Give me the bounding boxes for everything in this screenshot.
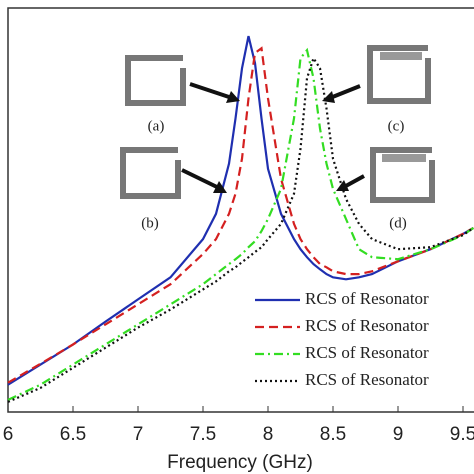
annotation: (c) [388, 118, 405, 134]
arrow-head [336, 180, 349, 191]
plot-frame [7, 7, 474, 413]
series-line [7, 55, 474, 403]
icon-detail [130, 153, 172, 159]
resonator-icon [370, 147, 435, 203]
x-tick-label: 7.5 [190, 424, 216, 445]
legend-label: RCS of Resonator [305, 289, 429, 308]
annotation: (b) [141, 215, 159, 231]
arrow-head [226, 91, 240, 103]
inset-d: (d) [336, 147, 435, 231]
legend-label: RCS of Resonator [305, 370, 429, 389]
resonator-icon [125, 55, 186, 106]
arrow [189, 82, 233, 100]
series-line [7, 47, 474, 401]
x-axis-label: Frequency (GHz) [167, 452, 313, 473]
inset-a: (a) [125, 55, 240, 134]
resonator-icon [367, 45, 431, 104]
x-tick-label: 9 [393, 424, 404, 445]
legend-label: RCS of Resonator [305, 343, 429, 362]
arrow-head [213, 181, 227, 193]
resonator-icon [120, 147, 181, 199]
arrow [181, 168, 220, 190]
arrow [329, 84, 361, 100]
arrow [343, 174, 365, 189]
series-line [7, 46, 474, 384]
annotation: (a) [148, 118, 165, 134]
x-tick-label: 6.5 [60, 424, 86, 445]
inset-c: (c) [322, 45, 431, 134]
plot-area [7, 35, 474, 403]
arrow-head [322, 91, 335, 103]
annotation: (d) [389, 215, 407, 231]
x-tick-label: 6 [3, 424, 14, 445]
inset-b: (b) [120, 147, 227, 231]
icon-detail [382, 154, 426, 162]
x-tick-label: 8 [263, 424, 274, 445]
series-line [7, 35, 474, 386]
legend-label: RCS of Resonator [305, 316, 429, 335]
x-tick-label: 8.5 [320, 424, 346, 445]
icon-detail [380, 52, 422, 60]
x-tick-label: 9.5 [450, 424, 474, 445]
x-tick-label: 7 [133, 424, 144, 445]
